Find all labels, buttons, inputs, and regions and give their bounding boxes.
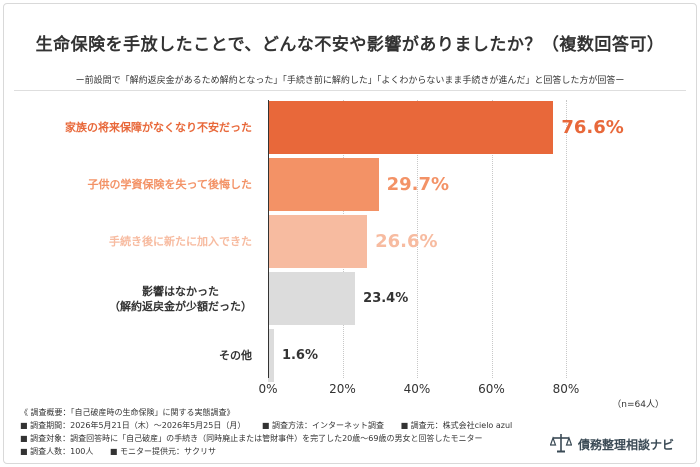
data-label: 1.6% [281,347,319,363]
x-tick-label: 40% [403,382,431,396]
x-tick-label: 80% [552,382,580,396]
bar [268,329,274,382]
footer-row-2: ■ 調査人数：100人 ■ モニター提供元：サクリサ [20,445,526,458]
survey-footer: 《 調査概要：「自己破産時の生命保険」に関する実態調査》 ■ 調査期間：2026… [20,406,526,458]
x-tick-label: 0% [258,382,278,396]
category-label: 家族の将来保障がなくなり不安だった [65,121,252,134]
sample-size-note: （n=64人） [612,400,664,410]
bar [268,215,368,268]
chart-title: 生命保険を手放したことで、どんな不安や影響がありましたか？（複数回答可） [35,35,665,55]
divider [14,90,686,91]
footer-count: ■ 調査人数：100人 [20,447,94,456]
gridline [566,100,567,378]
bar [268,101,554,154]
category-label: その他 [219,349,252,362]
footer-target: ■ 調査対象：調査回答時に「自己破産」の手続き（同時廃止または管財事件）を完了し… [20,434,483,443]
footer-period: ■ 調査期間：2026年5月21日（木）～2026年5月25日（月） [20,421,246,430]
bar [268,158,379,211]
y-axis-line [268,100,269,378]
scales-icon [549,432,573,457]
footer-heading: 《 調査概要：「自己破産時の生命保険」に関する実態調査》 [20,408,235,417]
x-tick-label: 60% [478,382,505,396]
footer-row-1: ■ 調査期間：2026年5月21日（木）～2026年5月25日（月） ■ 調査方… [20,419,526,432]
x-tick-label: 20% [329,382,356,396]
footer-source: ■ 調査元：株式会社cielo azul [400,421,513,430]
brand-logo: 債務整理相談ナビ [549,432,674,457]
data-label: 23.4% [363,290,409,306]
data-label: 76.6% [561,116,624,138]
gridline [491,100,493,378]
footer-method: ■ 調査方法：インターネット調査 [261,421,385,430]
category-label: 子供の学資保険を失って後悔した [87,178,252,191]
chart-subtitle: ー前設問で「解約返戻金があるため解約となった」「手続き前に解約した」「よくわから… [75,76,625,86]
category-label: 影響はなかった （解約返戻金が少額だった） [109,284,252,313]
data-label: 29.7% [386,173,450,195]
bar [268,272,356,325]
gridline [417,100,418,378]
category-label: 手続き後に新たに加入できた [109,235,252,248]
footer-provider: ■ モニター提供元：サクリサ [109,447,217,456]
brand-name: 債務整理相談ナビ [577,438,674,452]
data-label: 26.6% [375,230,438,252]
